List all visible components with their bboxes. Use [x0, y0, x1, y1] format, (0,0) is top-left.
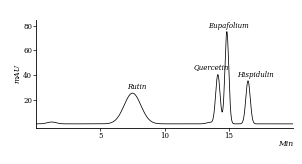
Text: Quercetin: Quercetin: [194, 65, 229, 72]
Text: Rutin: Rutin: [127, 83, 146, 91]
Y-axis label: mAU: mAU: [14, 64, 22, 83]
Text: Eupafolium: Eupafolium: [208, 21, 249, 30]
Text: Hispidulin: Hispidulin: [237, 71, 274, 79]
Text: Min: Min: [278, 140, 293, 148]
